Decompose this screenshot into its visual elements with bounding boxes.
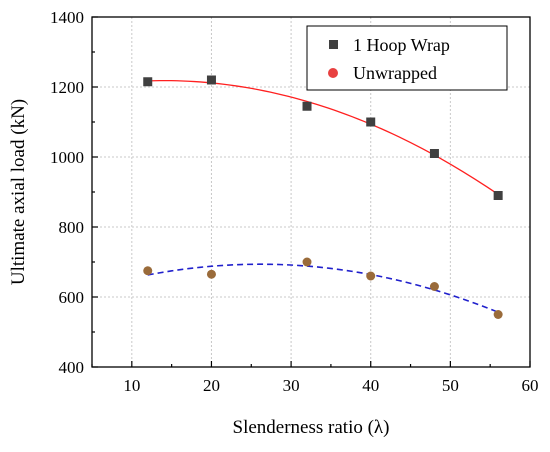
data-point-unwrapped [429,282,439,291]
data-points [143,75,503,319]
y-tick-label: 1000 [50,148,84,167]
y-tick-label: 1200 [50,78,84,97]
data-point-hoop-wrap [143,77,153,87]
x-tick-label: 10 [123,376,140,395]
legend-label-hoop-wrap: 1 Hoop Wrap [353,35,450,55]
data-point-unwrapped [366,271,376,281]
fit-curves [147,79,499,313]
x-tick-label: 50 [442,376,459,395]
x-tick-label: 40 [362,376,379,395]
data-point-hoop-wrap [206,75,216,85]
y-tick-label: 600 [59,288,85,307]
fit-curve-hoop-wrap [147,79,499,195]
legend: 1 Hoop Wrap Unwrapped [306,25,508,91]
legend-box [306,25,508,91]
y-tick-label: 800 [59,218,85,237]
data-point-hoop-wrap [429,149,439,158]
x-axis-label: Slenderness ratio (λ) [233,417,390,438]
data-point-hoop-wrap [302,101,312,111]
y-axis-label: Ultimate axial load (kN) [8,99,29,285]
data-point-hoop-wrap [493,191,503,200]
fit-curve-unwrapped [147,263,499,313]
legend-label-unwrapped: Unwrapped [353,63,437,83]
data-point-unwrapped [143,266,153,276]
axis-ticks: 10 20 30 40 50 60 400 600 800 1000 1200 1400 [50,8,539,395]
x-tick-label: 60 [522,376,539,395]
x-tick-label: 20 [203,376,220,395]
y-tick-label: 400 [59,358,85,377]
data-point-unwrapped [302,257,312,267]
y-tick-label: 1400 [50,8,84,27]
legend-marker-circle [328,68,338,78]
x-tick-label: 30 [283,376,300,395]
data-point-hoop-wrap [366,117,376,127]
legend-marker-square [329,40,338,49]
data-point-unwrapped [206,269,216,279]
data-point-unwrapped [493,310,503,319]
